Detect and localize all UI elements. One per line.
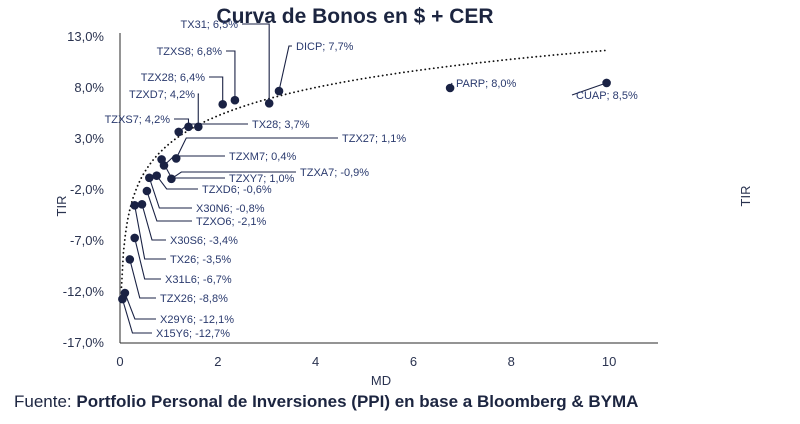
point-label: TZX28; 6,4% (141, 72, 205, 84)
point-label: TZXD6; -0,6% (202, 184, 272, 196)
data-points (118, 78, 611, 304)
data-point (118, 294, 127, 304)
data-point (230, 95, 240, 105)
trendline-curve (120, 49, 610, 289)
x-tick-label: 10 (602, 354, 616, 369)
x-tick-label: 2 (214, 354, 221, 369)
point-label: TZXM7; 0,4% (229, 151, 296, 163)
point-label: X30N6; -0,8% (196, 203, 265, 215)
point-label: TZXO6; -2,1% (196, 216, 267, 228)
source-footer: Fuente: Portfolio Personal de Inversione… (14, 392, 638, 412)
label-leader (148, 177, 192, 209)
point-label: X15Y6; -12,7% (156, 328, 230, 340)
label-leader (134, 205, 166, 260)
data-point (171, 154, 181, 163)
x-tick-label: 0 (116, 354, 123, 369)
data-point (445, 83, 455, 93)
y-tick-label: -7,0% (70, 233, 104, 248)
data-point (218, 100, 227, 109)
point-label: TZXY7; 1,0% (229, 173, 295, 185)
footer-prefix: Fuente: (14, 392, 77, 411)
x-tick-label: 8 (508, 354, 515, 369)
label-leader (134, 237, 161, 280)
point-label: TZXA7; -0,9% (300, 167, 369, 179)
point-label: TZX27; 1,1% (342, 133, 406, 145)
label-leader (242, 23, 270, 104)
label-leader (226, 50, 236, 101)
data-point (194, 122, 203, 132)
footer-source: Portfolio Personal de Inversiones (PPI) … (76, 392, 639, 411)
data-point (152, 171, 161, 180)
y-tick-label: -12,0% (63, 284, 105, 299)
label-leader (278, 45, 292, 92)
point-label: X30S6; -3,4% (170, 235, 238, 247)
y-tick-label: -17,0% (63, 335, 105, 350)
data-point (137, 200, 147, 209)
data-point (167, 174, 176, 184)
label-leader (156, 175, 198, 190)
y-axis-label-right: TIR (738, 186, 753, 207)
x-axis-label: MD (371, 373, 391, 388)
point-label: DICP; 7,7% (296, 41, 354, 53)
label-leader (571, 82, 607, 96)
label-leader (175, 137, 338, 159)
data-point (264, 99, 274, 108)
data-point (145, 173, 154, 183)
y-tick-label: -2,0% (70, 182, 104, 197)
point-label: TX28; 3,7% (252, 119, 310, 131)
label-leader (146, 190, 192, 222)
data-point (184, 122, 193, 132)
data-point (174, 127, 183, 137)
y-tick-label: 3,0% (74, 131, 104, 146)
data-point (142, 186, 152, 196)
chart-title: Curva de Bonos en $ + CER (216, 5, 493, 28)
y-tick-label: 13,0% (67, 29, 104, 44)
y-axis-label: TIR (54, 196, 69, 217)
point-labels: TX31; 6,5% TZXS8; 6,8% DICP; 7,7% TZX28; 6,… (105, 19, 638, 340)
data-point (602, 78, 611, 88)
label-leader (141, 204, 166, 241)
point-label: TZX26; -8,8% (160, 293, 228, 305)
label-leader (209, 76, 224, 105)
point-label: TZXS8; 6,8% (157, 46, 223, 58)
point-label: TZXS7; 4,2% (105, 114, 171, 126)
axes: 13,0% 8,0% 3,0% -2,0% -7,0% -12,0% -17,0% 0 2 4 6 8… (63, 29, 658, 369)
point-label: TX31; 6,5% (181, 19, 239, 31)
point-label: TX26; -3,5% (170, 254, 231, 266)
data-point (157, 155, 166, 164)
y-tick-label: 8,0% (74, 80, 104, 95)
x-tick-label: 4 (312, 354, 319, 369)
label-leader (121, 298, 152, 334)
trendline (120, 49, 610, 289)
point-label: PARP; 8,0% (456, 78, 517, 90)
data-point (274, 86, 284, 96)
point-label: X31L6; -6,7% (165, 274, 232, 286)
x-tick-label: 6 (410, 354, 417, 369)
point-label: CUAP; 8,5% (576, 90, 638, 102)
data-point (130, 233, 139, 243)
label-leader (124, 292, 156, 320)
label-leader (129, 259, 156, 299)
data-point (130, 201, 139, 210)
label-leader-lines (121, 23, 607, 334)
point-label: X29Y6; -12,1% (160, 314, 234, 326)
data-point (125, 255, 135, 264)
point-label: TZXD7; 4,2% (129, 89, 195, 101)
label-leader (197, 93, 199, 127)
